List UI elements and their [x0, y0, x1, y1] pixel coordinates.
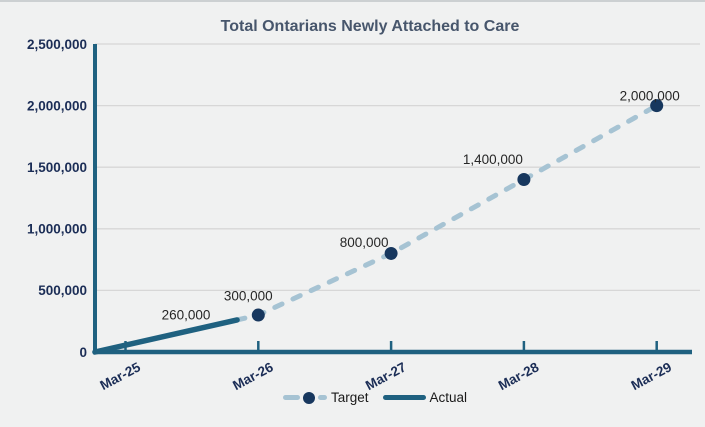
y-axis-label: 2,000,000	[27, 98, 87, 113]
target-marker-dot-icon	[302, 391, 315, 404]
target-marker	[517, 173, 531, 187]
y-axis-label: 1,500,000	[27, 160, 87, 175]
data-label: 300,000	[224, 289, 273, 304]
chart-title: Total Ontarians Newly Attached to Care	[220, 18, 520, 35]
legend-item-target[interactable]: Target	[282, 390, 369, 405]
x-axis-label: Mar-28	[496, 359, 542, 393]
x-axis-label: Mar-26	[230, 359, 276, 393]
target-marker	[384, 246, 398, 260]
target-marker	[650, 99, 664, 113]
y-axis-label: 0	[79, 345, 87, 360]
y-axis-label: 500,000	[38, 283, 87, 298]
legend-label-actual: Actual	[429, 390, 468, 405]
data-label: 1,400,000	[463, 152, 523, 167]
x-axis-label: Mar-25	[97, 359, 143, 393]
target-line	[234, 103, 660, 323]
target-line-sample-icon	[282, 391, 327, 404]
y-axis-label: 1,000,000	[27, 222, 87, 237]
target-marker	[251, 308, 265, 322]
legend-label-target: Target	[330, 390, 369, 405]
x-axis-label: Mar-27	[363, 359, 408, 393]
data-label: 2,000,000	[620, 88, 680, 103]
y-axis-label: 2,500,000	[27, 37, 87, 52]
actual-line-sample-icon	[382, 395, 426, 400]
data-label: 800,000	[340, 235, 389, 250]
legend: Target Actual	[45, 390, 705, 405]
legend-item-actual[interactable]: Actual	[382, 390, 468, 405]
actual-line	[92, 317, 240, 355]
data-label: 260,000	[162, 308, 211, 323]
x-axis-label: Mar-29	[629, 359, 674, 393]
